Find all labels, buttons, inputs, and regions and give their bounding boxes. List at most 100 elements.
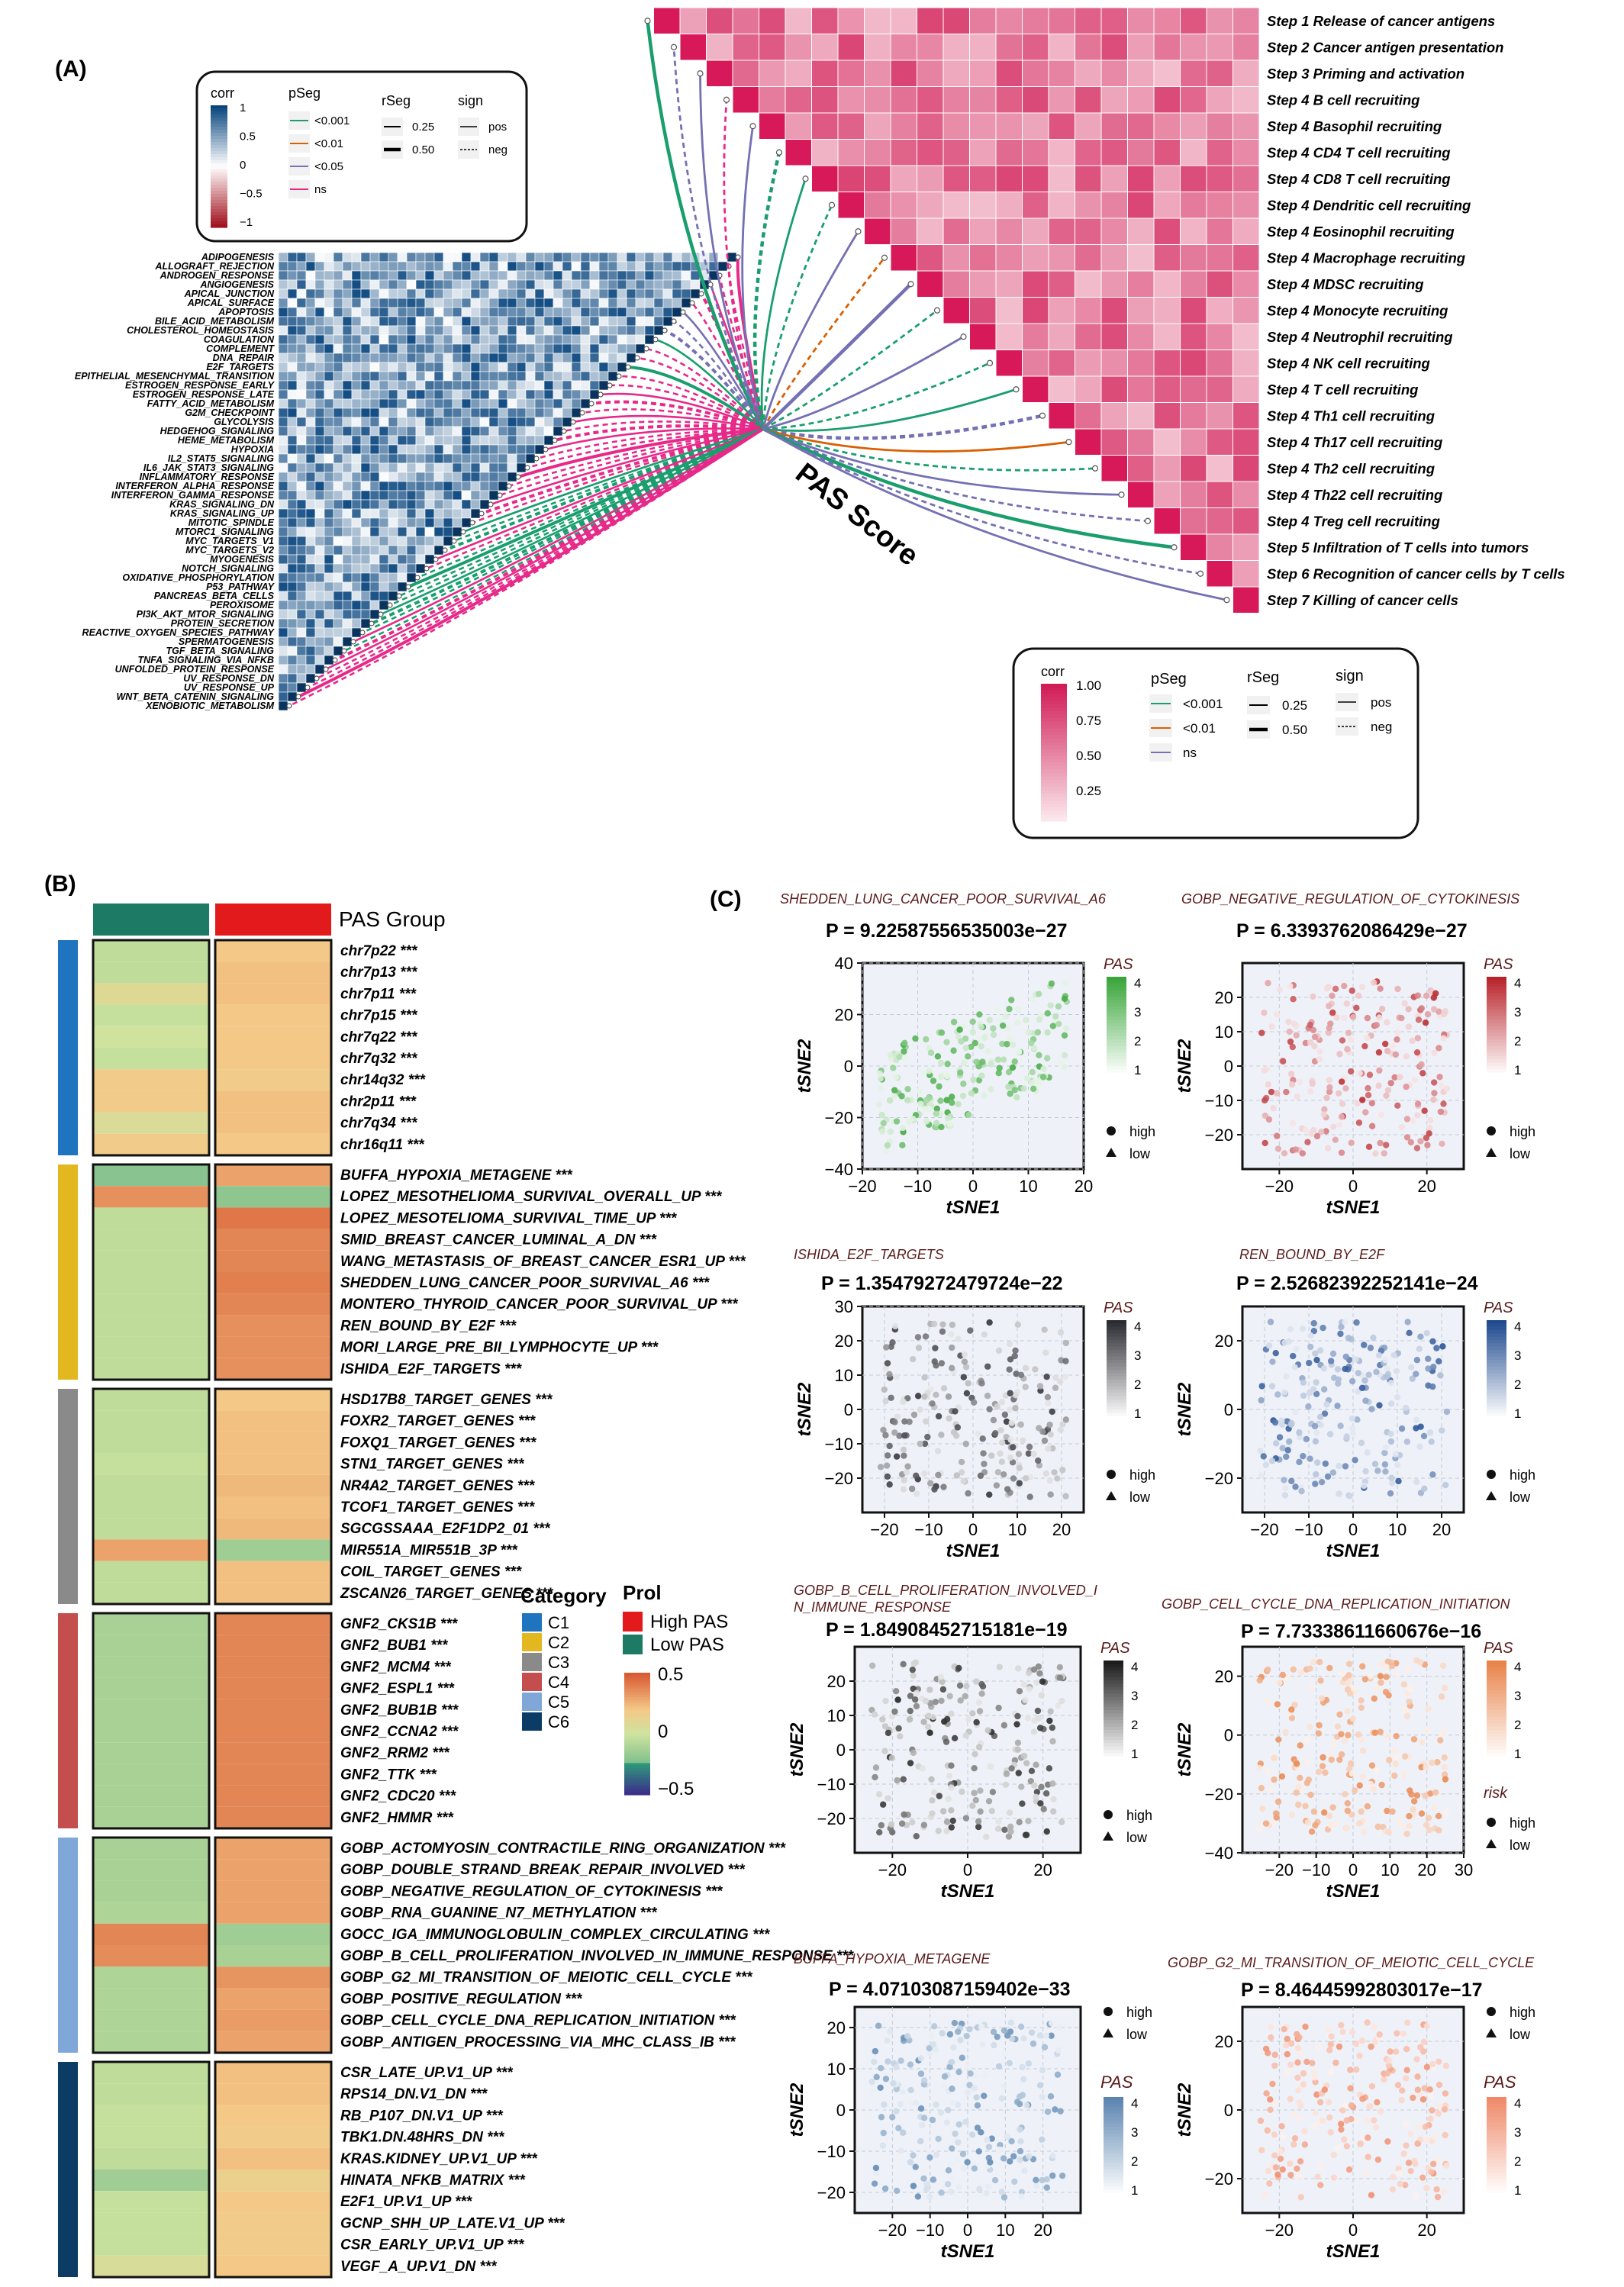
tsne-point [1419, 1070, 1426, 1077]
tsne-point [1347, 2085, 1354, 2092]
step-cell [1153, 481, 1181, 508]
hallmark-cell [324, 288, 334, 299]
step-cell [1153, 217, 1181, 245]
tsne-point [1327, 2041, 1334, 2048]
tsne-point [948, 1710, 955, 1717]
tsne-point [882, 1697, 889, 1705]
hallmark-cell [452, 343, 462, 354]
step-cell [942, 192, 970, 219]
hallmark-cell [369, 398, 380, 409]
tsne-point [1013, 1371, 1020, 1377]
hallmark-cell [324, 517, 334, 528]
heatmap-row-label: HINATA_NFKB_MATRIX *** [340, 2173, 526, 2189]
tsne-point [888, 1394, 894, 1402]
tsne-point [1056, 1378, 1064, 1385]
tsne-point [1281, 1389, 1288, 1396]
step-cell [653, 7, 681, 34]
pas-group-heatmap: PAS Group chr7p22 ***chr7p13 ***chr7p11 … [58, 904, 855, 2279]
hallmark-cell [314, 298, 325, 308]
hallmark-cell [534, 325, 545, 336]
tsne-point [1429, 1338, 1436, 1345]
tsne-colorbar-slice [1107, 1333, 1126, 1338]
hallmark-cell [498, 270, 508, 281]
tsne-ytick-label: 10 [827, 1706, 846, 1725]
tsne-point [1424, 1011, 1432, 1018]
tsne-point [939, 1321, 946, 1328]
hallmark-cell [314, 591, 325, 601]
legend1-colorbar-slice [211, 169, 227, 173]
hallmark-cell [397, 554, 408, 565]
tsne-point [981, 1034, 988, 1041]
hallmark-cell [662, 316, 673, 327]
tsne-point [981, 2092, 988, 2099]
tsne-colorbar-slice [1487, 1340, 1506, 1344]
heatmap-row-label: chr7p22 *** [340, 943, 418, 959]
step-cell [1022, 297, 1049, 324]
step-cell [1180, 533, 1207, 561]
step-link-curve [752, 152, 781, 430]
tsne-point [1043, 2176, 1050, 2183]
tsne-point [1358, 1384, 1366, 1392]
hallmark-cell [287, 636, 298, 647]
heatmap-cell-high [215, 1453, 331, 1475]
tsne-pvalue: P = 8.46445992803017e−17 [1241, 1979, 1483, 2001]
hallmark-cell [470, 261, 481, 272]
step-cell [1153, 297, 1181, 324]
hallmark-link-end [332, 657, 338, 663]
hallmark-cell [507, 435, 517, 446]
tsne-point [1326, 1812, 1333, 1819]
tsne-point [935, 1412, 942, 1420]
hallmark-cell [470, 343, 481, 354]
heatmap-row-label: GNF2_TTK *** [340, 1767, 437, 1783]
tsne-point [1054, 2071, 1062, 2078]
tsne-point [955, 1664, 962, 1672]
tsne-point [1342, 1085, 1349, 1092]
step-link-curve [762, 427, 1122, 496]
tsne-point [984, 1393, 991, 1400]
step-cell [1206, 402, 1233, 430]
hallmark-cell [598, 279, 609, 290]
tsne-point [1349, 1715, 1356, 1722]
hallmark-label: DNA_REPAIR [213, 353, 274, 363]
tsne-point [1329, 1741, 1337, 1747]
hallmark-cell [296, 279, 307, 290]
heatmap-cell-high [215, 1945, 331, 1967]
scale-slice [624, 1724, 650, 1727]
tsne-point [1330, 2151, 1337, 2158]
tsne-shape-label-low: low [1126, 1830, 1148, 1845]
tsne-point [960, 1374, 968, 1380]
hallmark-cell [644, 270, 655, 281]
legend1-colorbar-slice [211, 133, 227, 137]
hallmark-cell [553, 270, 563, 281]
tsne-colorbar-slice [1104, 1726, 1123, 1731]
hallmark-cell [351, 627, 362, 638]
step-cell [837, 7, 865, 34]
tsne-point [1336, 1756, 1343, 1764]
tsne-point [926, 2154, 933, 2161]
tsne-point [895, 2124, 902, 2132]
tsne-point [1323, 1401, 1330, 1408]
tsne-colorbar-slice [1104, 2103, 1123, 2108]
hallmark-cell [534, 252, 545, 263]
hallmark-cell [452, 417, 462, 427]
tsne-point [1288, 1477, 1295, 1485]
scale-slice [624, 1673, 650, 1676]
hallmark-cell [397, 490, 408, 501]
tsne-point [894, 1696, 901, 1703]
tsne-point [1421, 1107, 1428, 1114]
step-cell [890, 217, 917, 245]
heatmap-cell-high [215, 1389, 331, 1411]
tsne-point [1358, 1439, 1365, 1447]
hallmark-cell [571, 371, 582, 382]
heatmap-cell-high [215, 1004, 331, 1026]
tsne-point [911, 1696, 919, 1703]
hallmark-cell [681, 279, 691, 290]
hallmark-cell [351, 462, 362, 473]
tsne-colorbar-slice [1487, 1343, 1506, 1348]
tsne-point [1353, 1004, 1360, 1011]
tsne-point [1021, 2167, 1028, 2174]
tsne-colorbar-slice [1487, 983, 1506, 987]
tsne-colorbar-slice [1107, 1320, 1126, 1324]
step-cell [1180, 428, 1207, 456]
hallmark-cell [351, 398, 362, 409]
